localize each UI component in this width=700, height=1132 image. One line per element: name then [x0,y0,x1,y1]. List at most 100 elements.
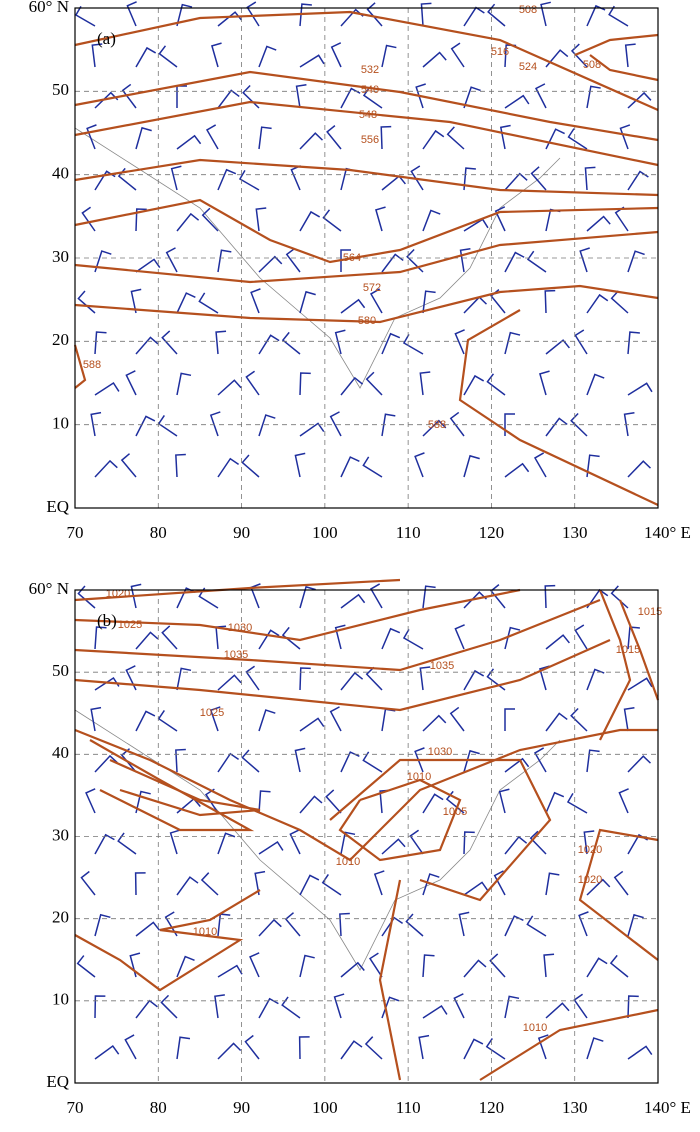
wind-barb [446,126,465,150]
wind-barb [586,454,600,478]
contour-line [578,828,659,961]
wind-barb [627,995,639,1019]
wind-barb [449,411,465,437]
contour-label: 508 [583,59,601,71]
wind-barb [340,1040,363,1060]
contour-label: 1015 [616,644,640,656]
wind-barb [299,132,323,150]
wind-barb [238,169,260,191]
wind-barb [217,11,242,27]
wind-barb [539,665,550,691]
x-tick-label: 120 [479,1098,505,1117]
wind-barb [526,250,547,273]
wind-barb [124,1034,137,1060]
contour-line [598,589,632,741]
wind-barb [504,995,520,1019]
wind-barb [381,708,396,732]
wind-barb [258,918,282,937]
wind-barb [504,94,530,109]
wind-barb [623,706,635,732]
y-tick-label: 20 [52,908,69,927]
wind-barb [530,166,547,191]
wind-barb [533,452,547,478]
wind-barb [624,43,636,68]
wind-barb [627,250,645,273]
wind-barb [340,593,366,609]
wind-barb [135,790,151,814]
wind-barb [544,584,556,609]
wind-barb [94,833,115,855]
wind-barb [200,872,219,896]
wind-barb [250,288,261,314]
wind-barb [86,124,97,150]
wind-barb [94,1045,120,1060]
wind-barb [284,912,301,937]
wind-barb [242,85,260,109]
wind-barb [94,995,106,1019]
wind-barb [609,954,629,978]
wind-barb [415,83,426,109]
wind-barb [175,748,186,773]
wind-barb [567,128,588,150]
wind-barb [489,953,506,978]
wind-barb [362,751,383,773]
wind-barb [117,832,137,855]
wind-barb [463,669,485,691]
wind-barb [578,911,589,937]
wind-barb [369,583,383,609]
panel-label: (a) [97,29,116,48]
wind-barb [574,624,588,650]
wind-barb [422,51,447,68]
contour-label: 524 [519,61,537,73]
wind-barb [339,912,350,937]
contour-label: 1010 [336,856,360,868]
contour-line [74,889,261,992]
wind-barb [299,795,323,814]
wind-barb [77,585,96,609]
wind-barb [125,370,137,396]
wind-barb [135,631,159,650]
wind-barb [85,788,96,814]
wind-barb [463,881,489,896]
contour-line [74,70,659,142]
map-panel: 70 80 90 100 110 120 130 140° E 60° N 50 40 30 20 10 E… [29,0,691,542]
wind-barb [295,83,307,109]
wind-barb [158,45,178,68]
wind-barb [422,1004,448,1019]
wind-barb [281,331,301,355]
wind-barb [245,370,260,396]
wind-barb [255,207,267,232]
wind-barb [176,212,200,232]
contour-label: 1010 [523,1022,547,1034]
wind-barb [627,913,644,937]
wind-barb [209,706,221,732]
wind-barb [241,749,260,773]
wind-barb [362,86,383,109]
wind-barb [422,714,447,732]
wind-barb [381,44,397,68]
contour-label: 588 [83,359,101,371]
wind-barb [584,166,596,191]
contour-line [109,758,261,817]
wind-barb [570,413,588,437]
wind-barb [613,870,629,896]
wind-barb [420,2,432,27]
x-tick-label: 90 [233,1098,250,1117]
x-tick-label: 80 [150,523,167,542]
wind-barb [381,996,400,1019]
wind-barb [365,666,383,691]
wind-barb [463,6,485,27]
wind-barb [381,838,406,855]
wind-barb [340,249,351,272]
wind-barb [117,167,137,191]
wind-barb [493,870,506,896]
wind-barb [375,206,386,232]
contour-label: 556 [361,134,379,146]
wind-barb [463,86,481,109]
wind-barb [463,1038,484,1060]
wind-barb [217,964,243,978]
y-tick-label: 10 [52,414,69,433]
wind-barb [241,454,260,478]
wind-barb [90,706,102,732]
wind-barb [135,415,156,437]
